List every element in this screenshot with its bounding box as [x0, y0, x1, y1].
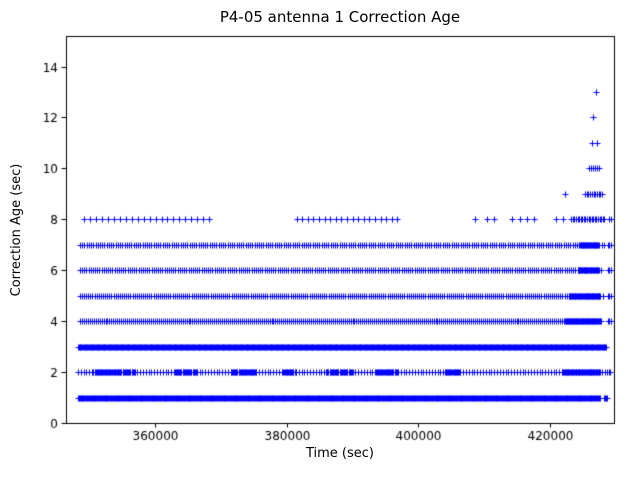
y-axis-label: Correction Age (sec) — [9, 163, 24, 297]
x-axis-label: Time (sec) — [305, 446, 374, 461]
chart-title: P4-05 antenna 1 Correction Age — [219, 8, 461, 26]
